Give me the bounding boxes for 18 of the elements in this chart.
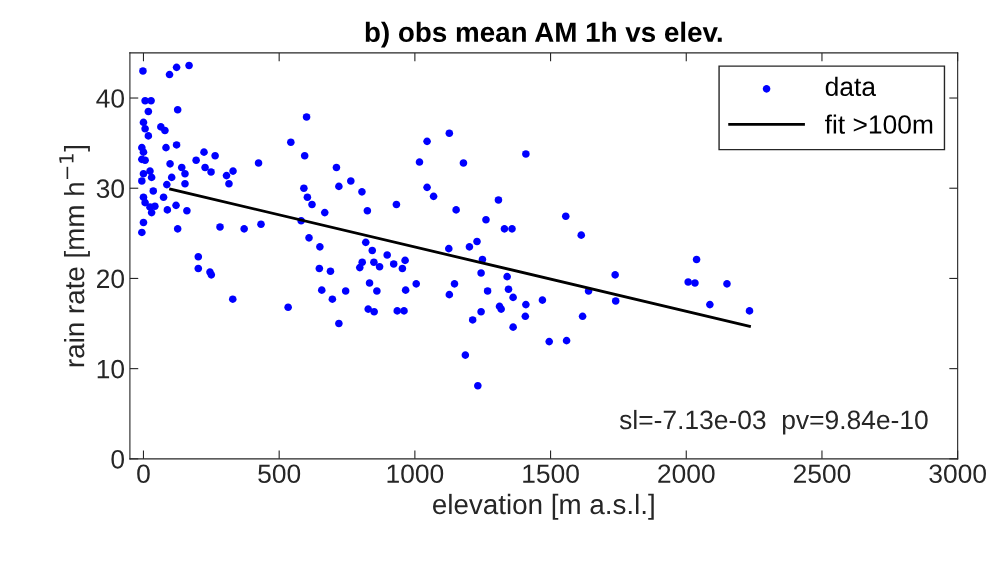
y-tick-label: 40 (96, 89, 125, 108)
x-tick-label: 0 (137, 464, 150, 484)
x-tick-label: 1000 (387, 464, 444, 484)
annotation: sl=-7.13e-03 pv=9.84e-10 (619, 409, 928, 435)
legend-label: fit >100m (825, 114, 933, 134)
y-axis-title: rain rate [mm h$^{−1}$] (59, 145, 90, 367)
y-tick-label: 10 (97, 359, 125, 379)
x-tick-label: 1500 (523, 464, 579, 484)
chart-title: b) obs mean AM 1h vs elev. (365, 21, 722, 48)
x-tick-label: 2500 (793, 464, 851, 484)
y-tick-label: 20 (97, 269, 125, 289)
x-axis-title: elevation [m a.s.l.] (433, 493, 654, 520)
x-tick-label: 2000 (658, 464, 715, 484)
y-tick-label: 0 (111, 449, 125, 469)
x-tick-label: 3000 (929, 464, 986, 484)
y-tick-label: 30 (96, 179, 125, 199)
legend-label: data (825, 76, 876, 97)
x-tick-label: 500 (258, 464, 301, 484)
